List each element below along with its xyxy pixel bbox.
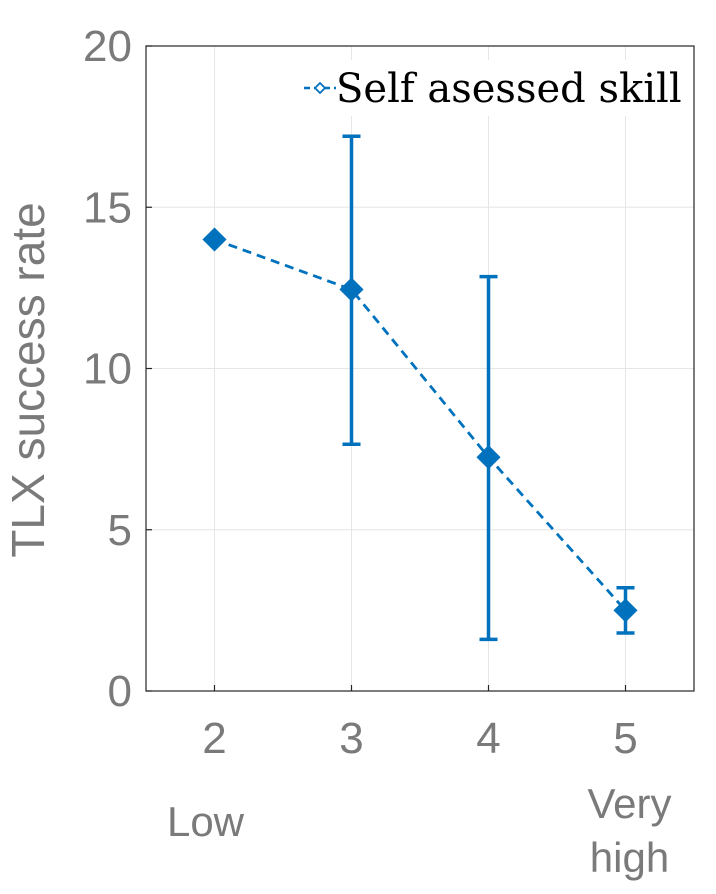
y-tick-label: 10 bbox=[83, 345, 132, 394]
x-annotation-label: Low bbox=[167, 798, 245, 845]
x-tick-label: 2 bbox=[202, 714, 226, 763]
y-tick-label: 15 bbox=[83, 183, 132, 232]
data-point-diamond bbox=[202, 227, 227, 252]
legend-entry-self-asessed-skill: Self asessed skill bbox=[336, 66, 682, 112]
y-tick-label: 5 bbox=[108, 506, 132, 555]
x-annotation-line: Very bbox=[587, 780, 671, 827]
data-point-diamond bbox=[339, 277, 364, 302]
legend-background bbox=[296, 60, 688, 116]
data-point-diamond bbox=[476, 445, 501, 470]
data-point-diamond bbox=[613, 598, 638, 623]
x-axis: 2 3 4 5 Low Very high bbox=[167, 685, 672, 881]
series-line bbox=[214, 238, 627, 612]
x-annotation-line: Low bbox=[167, 798, 245, 845]
y-tick-label: 20 bbox=[83, 22, 132, 71]
legend-diamond-marker bbox=[313, 81, 327, 95]
x-annotation-label: Very high bbox=[587, 780, 671, 881]
x-tick-label: 5 bbox=[613, 714, 637, 763]
x-tick-label: 3 bbox=[339, 714, 363, 763]
legend: Self asessed skill bbox=[296, 60, 688, 116]
x-annotation-line: high bbox=[590, 834, 669, 881]
y-tick-label: 0 bbox=[108, 667, 132, 716]
y-axis: 0 5 10 15 20 bbox=[83, 22, 152, 716]
x-tick-label: 4 bbox=[476, 714, 500, 763]
series-layer bbox=[202, 134, 638, 642]
y-axis-label: TLX success rate bbox=[2, 202, 54, 557]
